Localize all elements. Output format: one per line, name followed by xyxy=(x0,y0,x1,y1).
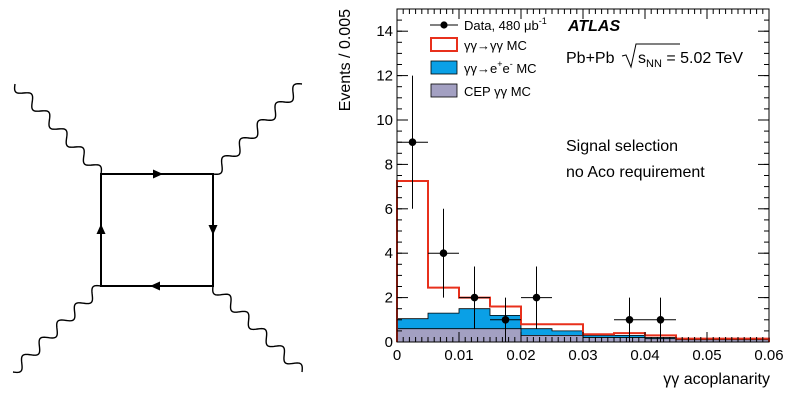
energy-text: = 5.02 TeV xyxy=(662,50,743,67)
cep-mc-bar xyxy=(521,335,552,342)
y-tick-labels: 0 2 4 6 8 10 12 14 xyxy=(376,23,393,351)
acoplanarity-histogram: 0 0.01 0.02 0.03 0.04 0.05 0.06 0 2 4 6 8 10 12 14 γγ… xyxy=(337,8,784,388)
data-points xyxy=(397,75,676,342)
svg-text:Data, 480 μb-1: Data, 480 μb-1 xyxy=(464,16,547,33)
legend-cep-entry: CEP γγ MC xyxy=(430,83,531,99)
x-tick-label: 0.04 xyxy=(630,347,659,364)
sqrt-subscript: NN xyxy=(646,58,662,70)
sqrt-sign-icon xyxy=(621,43,680,69)
feynman-box-diagram xyxy=(12,83,303,374)
legend-ee-sup-plus: + xyxy=(497,59,502,69)
data-point xyxy=(501,316,510,324)
x-tick-label: 0.01 xyxy=(444,347,473,364)
legend: Data, 480 μb-1 γγ→γγ MC γγ→e+e- MC CEP γ… xyxy=(430,16,547,99)
x-tick-label: 0.02 xyxy=(506,347,535,364)
selection-line-1: Signal selection xyxy=(566,138,678,155)
legend-ee-label-post: MC xyxy=(513,61,537,76)
photon-line-top-right xyxy=(212,83,303,175)
arrow-left-icon xyxy=(96,224,106,234)
signal-mc-line xyxy=(396,180,770,342)
x-tick-label: 0.05 xyxy=(692,347,721,364)
x-tick-labels: 0 0.01 0.02 0.03 0.04 0.05 0.06 xyxy=(393,347,784,364)
x-tick-label: 0 xyxy=(393,347,401,364)
cep-mc-bar xyxy=(428,328,459,342)
y-tick-label: 14 xyxy=(376,23,393,40)
x-axis-label: γγ acoplanarity xyxy=(663,371,770,388)
selection-line-2: no Aco requirement xyxy=(566,164,705,181)
axis-ticks xyxy=(396,8,770,343)
arrow-bottom-icon xyxy=(150,281,160,291)
photon-line-bottom-left xyxy=(12,284,102,374)
legend-ee-entry: γγ→e+e- MC xyxy=(430,59,537,76)
cep-mc-bar xyxy=(583,337,614,342)
data-point xyxy=(439,249,448,257)
legend-data-label: Data, 480 μb xyxy=(464,18,539,33)
y-tick-label: 12 xyxy=(376,68,393,85)
legend-data-entry: Data, 480 μb-1 xyxy=(430,16,547,33)
collision-system: Pb+Pb xyxy=(566,50,615,67)
experiment-label: ATLAS xyxy=(567,18,620,35)
y-tick-label: 8 xyxy=(385,156,393,173)
collision-label: Pb+Pb sNN = 5.02 TeV xyxy=(566,43,743,70)
data-point xyxy=(532,293,541,302)
legend-ee-label-pre: γγ→e xyxy=(464,61,497,76)
cep-mc-bar xyxy=(552,335,583,342)
data-point xyxy=(408,138,417,146)
legend-signal-entry: γγ→γγ MC xyxy=(430,37,527,53)
svg-text:sNN = 5.02 TeV: sNN = 5.02 TeV xyxy=(638,50,743,70)
svg-text:γγ→e+e- MC: γγ→e+e- MC xyxy=(464,59,537,76)
y-tick-label: 0 xyxy=(385,334,393,351)
data-point xyxy=(470,293,479,302)
y-tick-label: 6 xyxy=(385,201,393,218)
arrow-right-icon xyxy=(208,225,218,235)
sqrt-symbol: s xyxy=(638,50,646,67)
legend-signal-label: γγ→γγ MC xyxy=(464,38,527,53)
legend-cep-label: CEP γγ MC xyxy=(464,84,531,99)
y-tick-label: 2 xyxy=(385,290,393,307)
fermion-loop-box xyxy=(100,173,214,287)
y-tick-label: 4 xyxy=(385,245,393,262)
data-point xyxy=(625,316,634,324)
cep-mc-bar xyxy=(707,339,738,342)
cep-mc-bar xyxy=(738,339,769,342)
cep-mc-bar xyxy=(459,328,490,342)
photon-line-top-left xyxy=(13,83,103,175)
photon-line-bottom-right xyxy=(212,285,303,373)
legend-data-label-sup: -1 xyxy=(539,16,547,26)
data-point xyxy=(656,316,665,324)
x-tick-label: 0.03 xyxy=(568,347,597,364)
arrow-top-icon xyxy=(153,169,163,179)
cep-mc-bar xyxy=(676,339,707,342)
y-tick-label: 10 xyxy=(376,112,393,129)
legend-ee-label-mid: e xyxy=(503,61,510,76)
legend-ee-sup-minus: - xyxy=(510,59,513,69)
y-axis-label: Events / 0.005 xyxy=(337,9,354,111)
cep-mc-bar xyxy=(397,328,428,342)
x-tick-label: 0.06 xyxy=(754,347,783,364)
